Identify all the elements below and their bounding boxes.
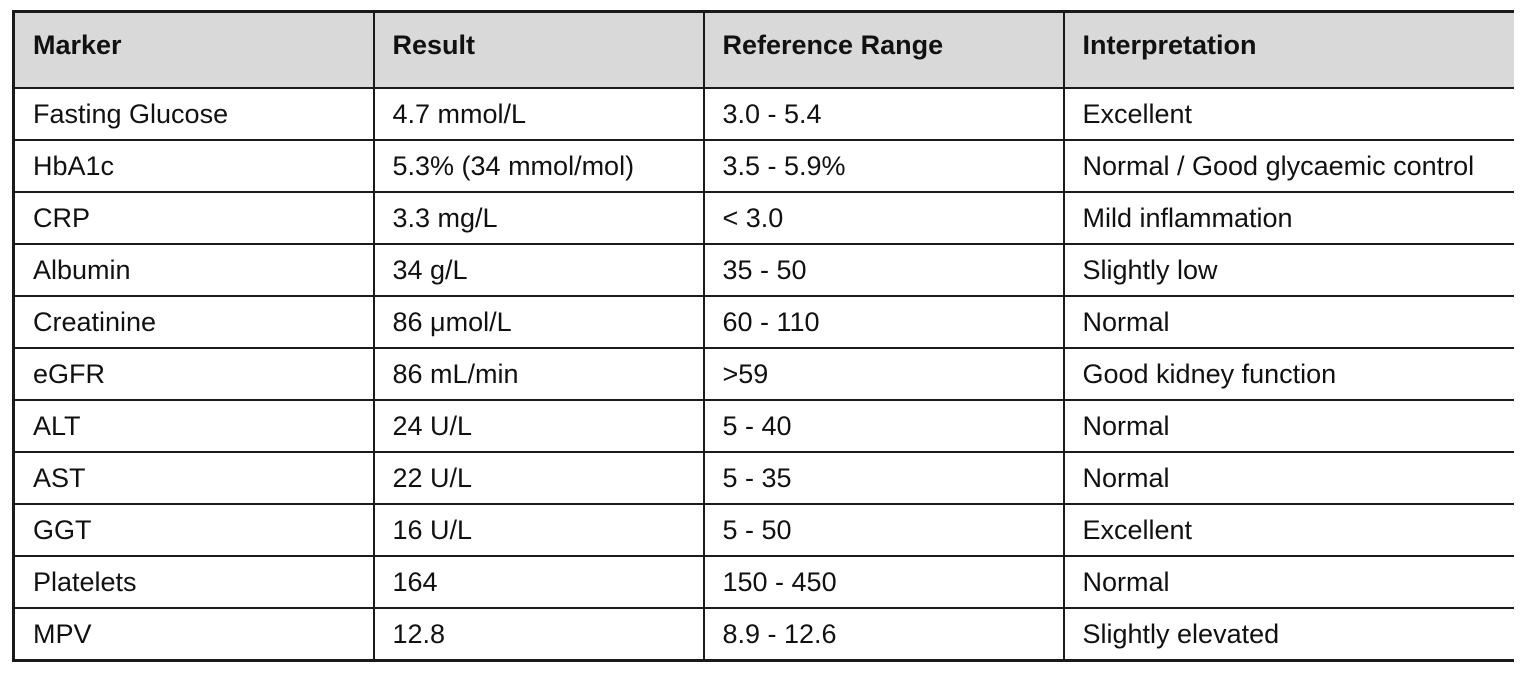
result-cell: 4.7 mmol/L [372, 87, 705, 141]
reference-range-cell: 150 - 450 [702, 555, 1065, 609]
result-cell: 164 [372, 555, 705, 609]
marker-cell: MPV [12, 607, 375, 662]
column-header-result: Result [372, 10, 705, 89]
result-cell: 22 U/L [372, 451, 705, 505]
result-cell: 3.3 mg/L [372, 191, 705, 245]
table-row: ALT 24 U/L 5 - 40 Normal [12, 399, 1514, 453]
column-header-marker: Marker [12, 10, 375, 89]
table-row: Creatinine 86 μmol/L 60 - 110 Normal [12, 295, 1514, 349]
reference-range-cell: 8.9 - 12.6 [702, 607, 1065, 662]
interpretation-cell: Normal [1062, 451, 1514, 505]
marker-cell: Fasting Glucose [12, 87, 375, 141]
table-row: MPV 12.8 8.9 - 12.6 Slightly elevated [12, 607, 1514, 662]
marker-cell: HbA1c [12, 139, 375, 193]
reference-range-cell: >59 [702, 347, 1065, 401]
interpretation-cell: Normal / Good glycaemic control [1062, 139, 1514, 193]
table-row: Albumin 34 g/L 35 - 50 Slightly low [12, 243, 1514, 297]
result-cell: 86 mL/min [372, 347, 705, 401]
table-row: Platelets 164 150 - 450 Normal [12, 555, 1514, 609]
marker-cell: eGFR [12, 347, 375, 401]
interpretation-cell: Normal [1062, 399, 1514, 453]
header-row: Marker Result Reference Range Interpreta… [12, 10, 1514, 89]
reference-range-cell: 60 - 110 [702, 295, 1065, 349]
interpretation-cell: Normal [1062, 555, 1514, 609]
reference-range-cell: 5 - 35 [702, 451, 1065, 505]
table-header: Marker Result Reference Range Interpreta… [12, 10, 1514, 89]
reference-range-cell: 3.5 - 5.9% [702, 139, 1065, 193]
table-row: AST 22 U/L 5 - 35 Normal [12, 451, 1514, 505]
column-header-interpretation: Interpretation [1062, 10, 1514, 89]
marker-cell: Platelets [12, 555, 375, 609]
result-cell: 34 g/L [372, 243, 705, 297]
interpretation-cell: Excellent [1062, 87, 1514, 141]
marker-cell: Creatinine [12, 295, 375, 349]
interpretation-cell: Normal [1062, 295, 1514, 349]
column-header-reference-range: Reference Range [702, 10, 1065, 89]
marker-cell: GGT [12, 503, 375, 557]
result-cell: 24 U/L [372, 399, 705, 453]
table-row: Fasting Glucose 4.7 mmol/L 3.0 - 5.4 Exc… [12, 87, 1514, 141]
marker-cell: CRP [12, 191, 375, 245]
reference-range-cell: 5 - 40 [702, 399, 1065, 453]
result-cell: 16 U/L [372, 503, 705, 557]
result-cell: 5.3% (34 mmol/mol) [372, 139, 705, 193]
reference-range-cell: < 3.0 [702, 191, 1065, 245]
result-cell: 86 μmol/L [372, 295, 705, 349]
marker-cell: ALT [12, 399, 375, 453]
table-row: eGFR 86 mL/min >59 Good kidney function [12, 347, 1514, 401]
marker-cell: Albumin [12, 243, 375, 297]
table-row: GGT 16 U/L 5 - 50 Excellent [12, 503, 1514, 557]
table-row: HbA1c 5.3% (34 mmol/mol) 3.5 - 5.9% Norm… [12, 139, 1514, 193]
interpretation-cell: Good kidney function [1062, 347, 1514, 401]
table-body: Fasting Glucose 4.7 mmol/L 3.0 - 5.4 Exc… [12, 87, 1514, 662]
lab-results-table-container: Marker Result Reference Range Interpreta… [12, 10, 1514, 662]
marker-cell: AST [12, 451, 375, 505]
lab-results-table: Marker Result Reference Range Interpreta… [12, 10, 1514, 662]
reference-range-cell: 3.0 - 5.4 [702, 87, 1065, 141]
interpretation-cell: Slightly low [1062, 243, 1514, 297]
interpretation-cell: Excellent [1062, 503, 1514, 557]
interpretation-cell: Slightly elevated [1062, 607, 1514, 662]
reference-range-cell: 35 - 50 [702, 243, 1065, 297]
interpretation-cell: Mild inflammation [1062, 191, 1514, 245]
table-row: CRP 3.3 mg/L < 3.0 Mild inflammation [12, 191, 1514, 245]
result-cell: 12.8 [372, 607, 705, 662]
reference-range-cell: 5 - 50 [702, 503, 1065, 557]
